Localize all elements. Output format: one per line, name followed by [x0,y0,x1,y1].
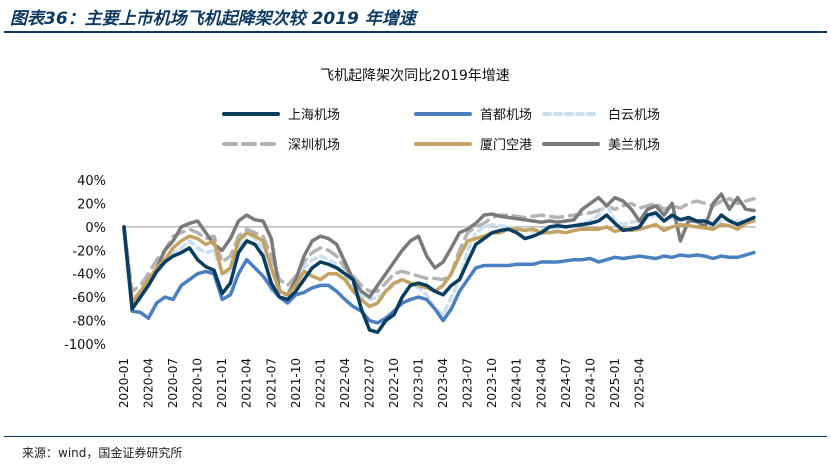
x-tick-label: 2022-10 [387,358,401,408]
x-tick-label: 2020-01 [117,358,131,408]
legend-label: 厦门空港 [480,138,532,153]
x-tick-label: 2022-07 [362,358,376,408]
chart-title: 飞机起降架次同比2019年增速 [320,68,510,84]
series-line-1 [122,227,756,325]
header-divider [4,31,827,33]
x-tick-label: 2023-01 [412,358,426,408]
x-tick-label: 2022-01 [313,358,327,408]
legend-label: 美兰机场 [608,138,660,153]
x-tick-label: 2021-07 [264,358,278,408]
x-tick-label: 2025-01 [608,358,622,408]
y-tick-label: -100% [64,338,106,353]
x-tick-label: 2025-04 [632,358,646,408]
x-tick-label: 2024-07 [559,358,573,408]
x-tick-label: 2021-01 [215,358,229,408]
figure-header: 图表36：主要上市机场飞机起降架次较 2019 年增速 [0,0,831,30]
x-tick-label: 2023-07 [461,358,475,408]
legend-label: 白云机场 [608,107,660,123]
y-tick-label: -40% [72,268,106,283]
footer-divider [4,436,827,437]
x-tick-label: 2023-10 [485,358,499,408]
x-tick-label: 2021-10 [289,358,303,408]
series-line-3 [122,196,756,294]
series-line-5 [122,192,756,309]
x-tick-label: 2024-01 [510,358,524,408]
x-tick-label: 2023-04 [436,358,450,408]
source-note: 来源：wind，国金证券研究所 [22,446,183,460]
y-axis: 40% 20% 0% -20% -40% -60% -80% -100% [64,174,106,353]
x-tick-label: 2020-07 [166,358,180,408]
series-line-4 [122,219,756,309]
x-tick-label: 2020-10 [191,358,205,408]
y-tick-label: -20% [72,244,106,259]
legend-label: 首都机场 [480,108,532,123]
y-tick-label: -80% [72,315,106,330]
x-tick-label: 2024-04 [534,358,548,408]
legend-label: 深圳机场 [288,138,340,153]
legend-label: 上海机场 [288,108,340,123]
y-tick-label: -60% [72,291,106,306]
x-tick-label: 2024-10 [583,358,597,408]
y-tick-label: 0% [85,221,106,236]
chart-series [122,192,756,335]
figure-title: 图表36：主要上市机场飞机起降架次较 2019 年增速 [10,9,416,29]
y-tick-label: 20% [77,197,106,212]
series-line-0 [122,211,756,335]
x-tick-label: 2020-04 [142,358,156,408]
chart-area: 飞机起降架次同比2019年增速 上海机场 首都机场 白云机场深圳机场 厦门空港 美兰机场… [0,34,831,434]
y-tick-label: 40% [77,174,106,189]
x-axis: 2020-01 2020-04 2020-07 2020-10 2021-01 2021-… [117,226,756,408]
x-tick-label: 2022-04 [338,358,352,408]
x-tick-label: 2021-04 [240,358,254,408]
